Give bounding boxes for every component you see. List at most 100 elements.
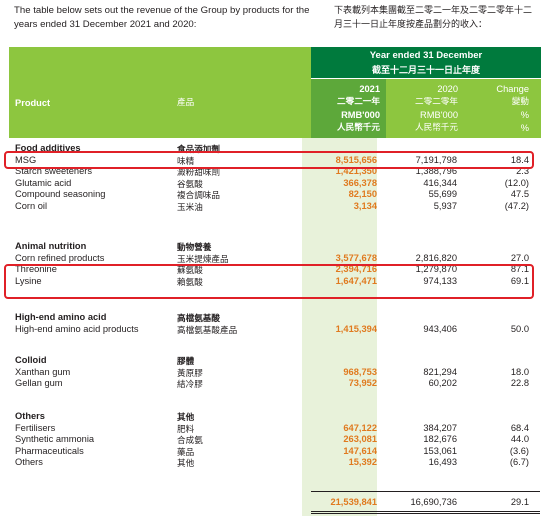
year-ended-en: Year ended 31 December	[369, 50, 483, 61]
header-divider	[311, 78, 541, 79]
highlight-msg-row	[4, 151, 534, 169]
section-title-en: Others	[15, 411, 45, 421]
header-2021-zh: 二零二一年	[337, 97, 380, 107]
product-name-en: Lysine	[15, 275, 42, 286]
total-rule-top	[311, 491, 540, 492]
revenue-2021: 968,753	[343, 366, 377, 377]
table-row: Corn oil 玉米油 3,134 5,937 (47.2)	[9, 201, 541, 213]
change-percent: (12.0)	[504, 177, 529, 188]
revenue-2020: 60,202	[428, 378, 457, 388]
header-change-pct-zh: %	[520, 123, 529, 133]
product-name-en: Glutamic acid	[15, 177, 72, 188]
revenue-2020: 5,937	[433, 200, 457, 211]
product-name-en: Fertilisers	[15, 422, 56, 433]
table-header: Year ended 31 December 截至十二月三十一日止年度 Prod…	[9, 47, 541, 138]
product-name-en: Starch sweeteners	[15, 166, 92, 176]
table-row: Fertilisers 肥料 647,122 384,207 68.4	[9, 423, 541, 435]
section-title-zh: 膠體	[177, 357, 195, 367]
header-2020-zh: 二零二零年	[415, 97, 458, 107]
product-name-en: Xanthan gum	[15, 366, 71, 377]
change-percent: 69.1	[510, 275, 529, 286]
header-change-pct: %	[520, 110, 529, 120]
change-percent: 50.0	[510, 323, 529, 334]
product-name-zh: 玉米提煉產品	[177, 254, 229, 265]
total-2020: 16,690,736	[410, 497, 457, 507]
product-name-en: Compound seasoning	[15, 189, 106, 199]
product-name-zh: 其他	[177, 459, 195, 469]
header-change-en: Change	[496, 84, 529, 94]
total-rule-bottom-2	[311, 513, 540, 514]
header-2021-unit-zh: 人民幣千元	[337, 123, 380, 133]
section-header: Animal nutrition 動物營養	[9, 241, 541, 253]
column-2021-shading	[302, 138, 377, 516]
change-percent: 18.0	[510, 366, 529, 377]
year-ended-band: Year ended 31 December 截至十二月三十一日止年度	[311, 47, 541, 78]
total-row: 21,539,841 16,690,736 29.1	[9, 497, 541, 509]
revenue-2020: 55,699	[428, 189, 457, 199]
change-percent: 87.1	[510, 264, 529, 274]
intro-text-zh: 下表載列本集團截至二零二一年及二零二零年十二月三十一日止年度按產品劃分的收入：	[334, 6, 533, 30]
product-name-zh: 合成氨	[177, 436, 203, 446]
total-rule-bottom-1	[311, 511, 540, 512]
change-percent: 2.3	[516, 166, 529, 176]
section-title-en: High-end amino acid	[15, 312, 107, 322]
product-name-en: Synthetic ammonia	[15, 434, 95, 444]
revenue-2021: 1,415,394	[335, 323, 377, 334]
revenue-2021: 1,647,471	[335, 275, 377, 286]
section-header: Food additives 食品添加劑	[9, 143, 541, 155]
revenue-2021: 647,122	[343, 422, 377, 433]
total-change: 29.1	[510, 497, 529, 507]
column-2021-band	[311, 78, 386, 138]
year-ended-zh: 截至十二月三十一日止年度	[371, 66, 480, 76]
change-percent: 22.8	[510, 378, 529, 388]
product-name-en: Threonine	[15, 264, 57, 274]
product-name-zh: 蘇氨酸	[177, 266, 203, 276]
product-name-zh: 谷氨酸	[177, 179, 203, 190]
header-2021-unit: RMB'000	[341, 110, 380, 120]
change-percent: 68.4	[510, 422, 529, 433]
revenue-2021: 1,421,350	[335, 166, 377, 176]
revenue-2021: 15,392	[348, 457, 377, 467]
section-title-zh: 其他	[177, 413, 195, 423]
revenue-2020: 974,133	[423, 275, 457, 286]
intro-text-en: The table below sets out the revenue of …	[14, 5, 310, 30]
table-row: Synthetic ammonia 合成氨 263,081 182,676 44.0	[9, 434, 541, 446]
product-name-zh: 黃原膠	[177, 368, 203, 379]
product-name-zh: 澱粉甜味劑	[177, 168, 220, 178]
header-2020-unit-zh: 人民幣千元	[415, 123, 458, 133]
table-row: Xanthan gum 黃原膠 968,753 821,294 18.0	[9, 367, 541, 379]
product-name-en: Others	[15, 457, 43, 467]
section-header: High-end amino acid 高檔氨基酸	[9, 312, 541, 324]
table-row: High-end amino acid products 高檔氨基酸產品 1,415…	[9, 324, 541, 336]
product-name-en: Corn refined products	[15, 252, 105, 263]
product-header-en: Product	[15, 98, 51, 108]
product-name-en: MSG	[15, 154, 37, 165]
revenue-2020: 7,191,798	[415, 154, 457, 165]
table-row: Compound seasoning 複合調味品 82,150 55,699 47.5	[9, 189, 541, 201]
revenue-2021: 8,515,656	[335, 154, 377, 165]
section-header: Colloid 膠體	[9, 355, 541, 367]
section-title-zh: 高檔氨基酸	[177, 314, 220, 324]
change-percent: 47.5	[510, 189, 529, 199]
product-name-en: Pharmaceuticals	[15, 445, 84, 456]
change-percent: (6.7)	[509, 457, 529, 467]
revenue-2020: 16,493	[428, 457, 457, 467]
product-name-zh: 結冷膠	[177, 380, 203, 390]
section-title-en: Food additives	[15, 143, 81, 153]
table-row: Others 其他 15,392 16,493 (6.7)	[9, 457, 541, 469]
table-row: Pharmaceuticals 藥品 147,614 153,061 (3.6)	[9, 446, 541, 458]
product-name-zh: 藥品	[177, 447, 195, 458]
header-2020-unit: RMB'000	[420, 110, 458, 120]
section-title-en: Animal nutrition	[15, 241, 87, 251]
change-percent: 44.0	[510, 434, 529, 444]
section-title-zh: 動物營養	[177, 243, 212, 253]
change-percent: (3.6)	[509, 445, 529, 456]
header-2020: 2020	[437, 84, 458, 94]
product-name-zh: 複合調味品	[177, 191, 220, 201]
revenue-2020: 384,207	[423, 422, 457, 433]
table-row: Lysine 賴氨酸 1,647,471 974,133 69.1	[9, 276, 541, 288]
revenue-2021: 2,394,716	[335, 264, 377, 274]
revenue-2021: 73,952	[348, 378, 377, 388]
product-name-zh: 肥料	[177, 424, 195, 435]
product-name-zh: 玉米油	[177, 202, 203, 213]
